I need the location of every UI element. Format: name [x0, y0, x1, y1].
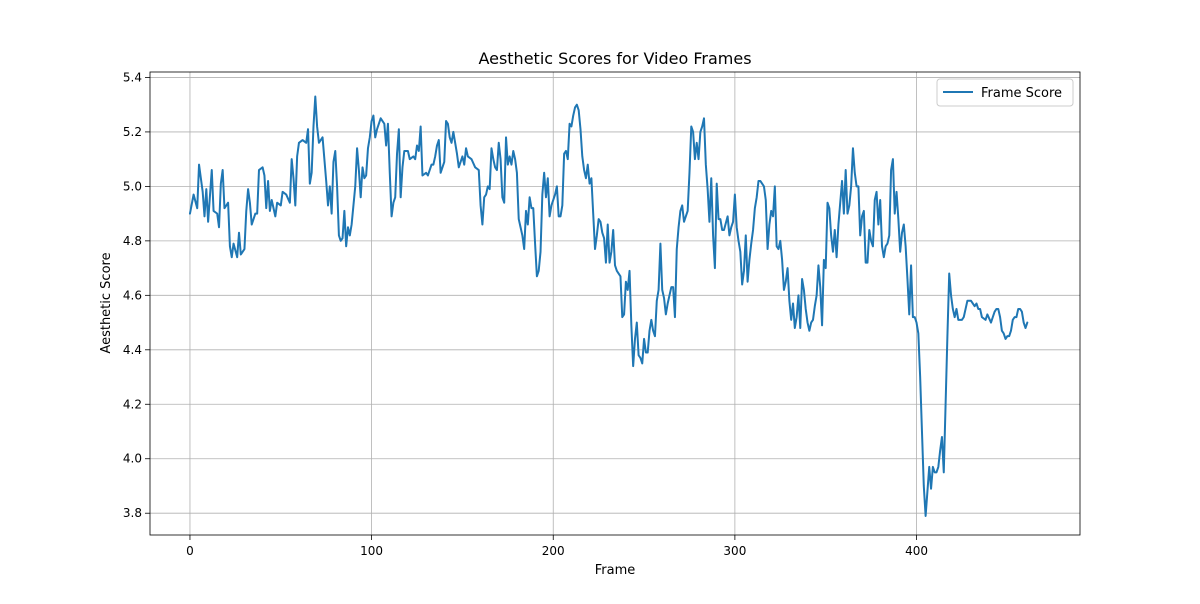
y-tick-label: 5.4 — [123, 70, 142, 84]
x-axis-label: Frame — [595, 563, 636, 578]
series-line-frame-score — [188, 95, 1029, 517]
y-tick-label: 3.8 — [123, 506, 142, 520]
x-tick-label: 100 — [360, 544, 383, 558]
x-tick-label: 200 — [542, 544, 565, 558]
legend-box — [936, 78, 1074, 107]
y-axis-label: Aesthetic Score — [99, 252, 114, 353]
y-tick-label: 5.0 — [123, 179, 142, 193]
legend-label-frame-score: Frame Score — [981, 86, 1062, 101]
x-tick-label: 0 — [186, 544, 194, 558]
legend: Frame Score — [936, 78, 1074, 107]
grid-layer — [150, 72, 1080, 535]
y-tick-label: 4.8 — [123, 234, 142, 248]
series-layer — [188, 95, 1029, 517]
chart-title: Aesthetic Scores for Video Frames — [478, 49, 751, 68]
y-tick-label: 4.6 — [123, 288, 142, 302]
y-tick-label: 4.2 — [123, 397, 142, 411]
y-tick-label: 4.4 — [123, 343, 142, 357]
y-tick-label: 5.2 — [123, 125, 142, 139]
x-tick-label: 400 — [905, 544, 928, 558]
axes-layer: 0 100 200 300 400 3.8 4.0 4.2 4.4 4.6 4.8 5.0 5.2 5.4 — [123, 70, 1081, 558]
x-tick-label: 300 — [723, 544, 746, 558]
y-tick-label: 4.0 — [123, 452, 142, 466]
plot-frame — [149, 71, 1081, 536]
